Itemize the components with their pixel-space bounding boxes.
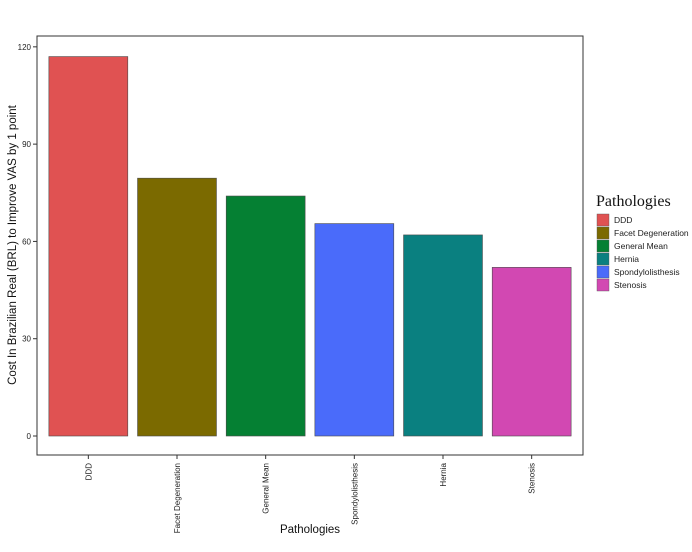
legend-swatch (596, 252, 610, 266)
x-tick-label: Stenosis (528, 463, 537, 494)
bar-stenosis (491, 267, 572, 437)
legend-label: Stenosis (614, 280, 647, 290)
x-axis-title: Pathologies (280, 524, 340, 536)
legend-label: General Mean (614, 241, 668, 251)
bar-spondylolisthesis (314, 223, 395, 437)
y-axis-title: Cost In Brazilian Real (BRL) to Improve … (7, 104, 19, 385)
legend: Pathologies DDD Facet Degeneration General… (596, 193, 689, 292)
legend-items: DDD Facet Degeneration General Mean Hernia S… (596, 213, 689, 292)
legend-title: Pathologies (596, 193, 671, 210)
legend-swatch (596, 226, 610, 240)
y-tick-label: 60 (22, 237, 31, 246)
legend-swatch (596, 278, 610, 292)
x-tick-label: Facet Degeneration (173, 463, 182, 533)
y-tick-label: 30 (22, 335, 31, 344)
y-axis: 0 30 60 90 120 (18, 43, 37, 441)
legend-swatch (596, 239, 610, 253)
bar-general-mean (225, 195, 306, 437)
x-tick-label: General Mean (262, 463, 271, 514)
bar-hernia (403, 234, 483, 437)
x-tick-label: Spondylolisthesis (350, 463, 359, 525)
bars (48, 56, 572, 437)
x-axis: DDD Facet Degeneration General Mean Spondyl… (84, 455, 537, 533)
y-tick-label: 90 (22, 140, 31, 149)
bar-facet-degeneration (137, 177, 217, 437)
legend-swatch (596, 265, 610, 279)
legend-swatch (596, 213, 610, 227)
legend-label: Spondylolisthesis (614, 267, 680, 277)
legend-label: Hernia (614, 254, 639, 264)
legend-label: Facet Degeneration (614, 228, 689, 238)
y-tick-label: 120 (18, 43, 32, 52)
y-tick-label: 0 (27, 432, 32, 441)
bar-ddd (48, 56, 129, 437)
x-tick-label: DDD (84, 463, 93, 481)
legend-label: DDD (614, 215, 632, 225)
x-tick-label: Hernia (439, 462, 448, 486)
